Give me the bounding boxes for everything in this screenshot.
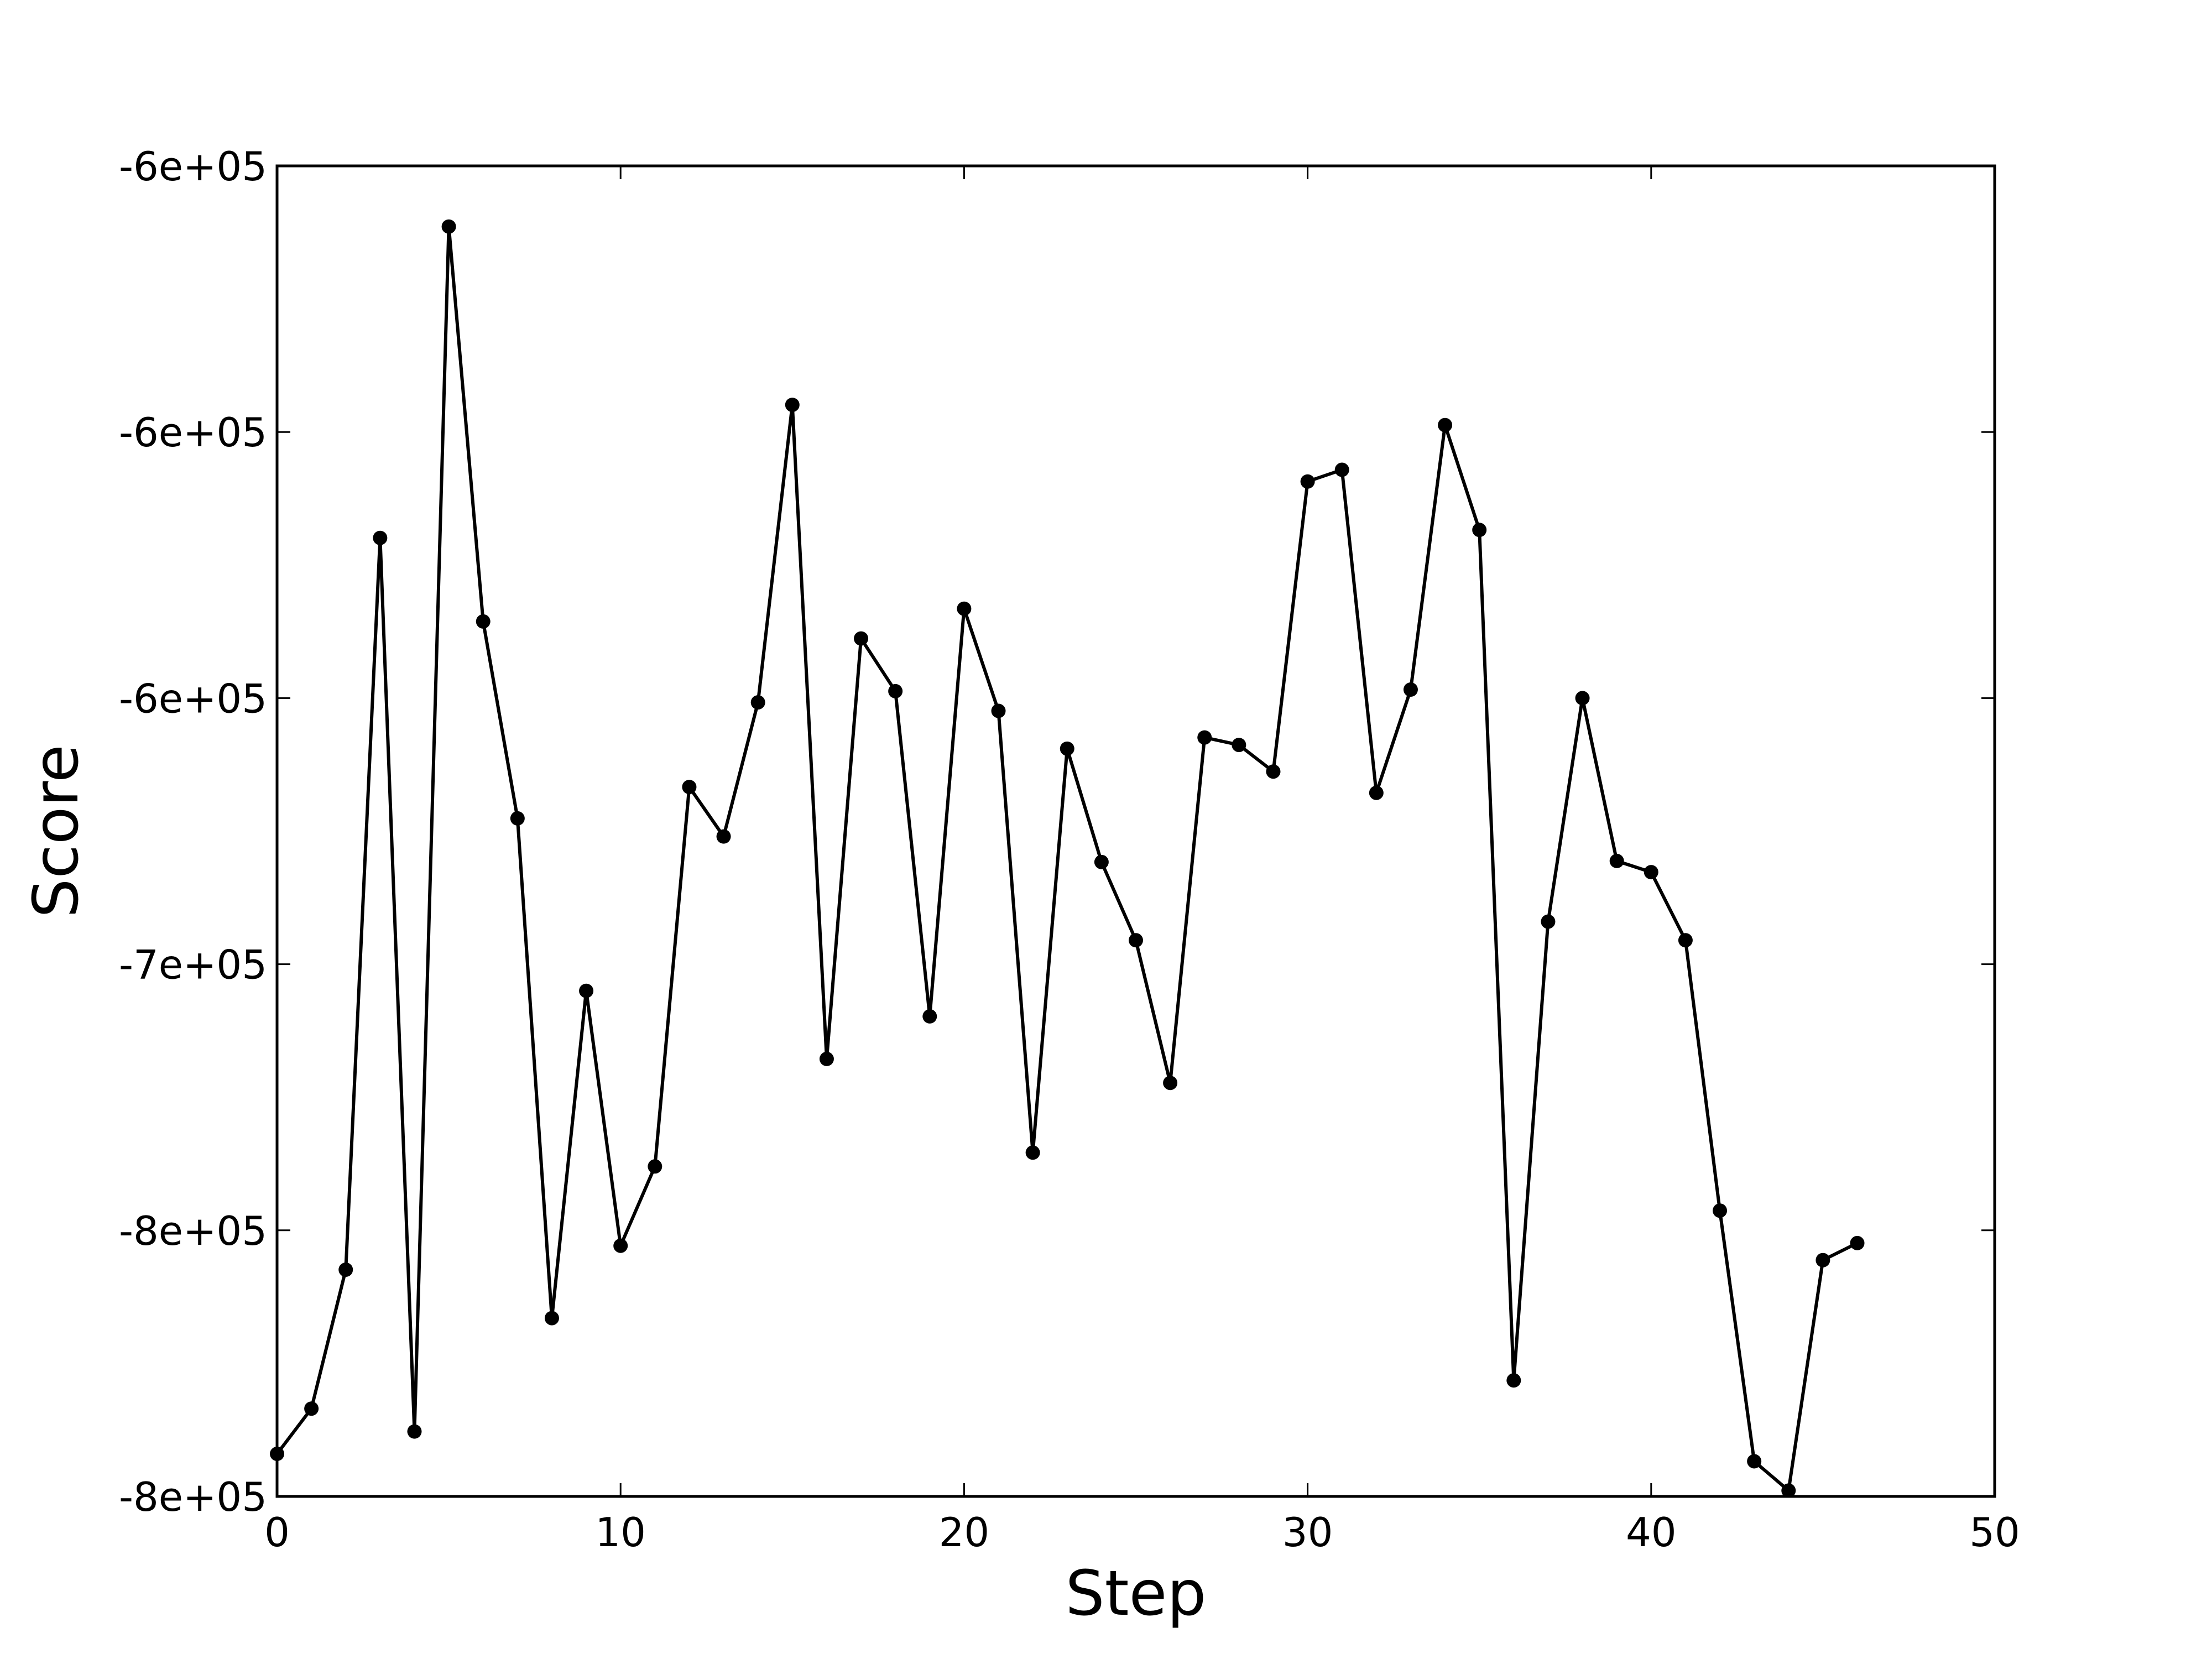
point [1575, 691, 1590, 706]
point [1781, 1483, 1796, 1498]
point [1438, 418, 1453, 432]
point [1506, 1373, 1521, 1388]
point [1094, 854, 1109, 869]
point [407, 1424, 422, 1439]
point [373, 530, 388, 545]
x-tick-label: 50 [1969, 1509, 2020, 1556]
y-tick-label: -6e+05 [119, 143, 267, 190]
point [1369, 785, 1384, 800]
x-tick-label: 10 [595, 1509, 646, 1556]
point [1060, 741, 1074, 756]
point [1163, 1076, 1178, 1091]
point [1713, 1203, 1728, 1218]
point [476, 614, 491, 629]
point [510, 811, 525, 826]
y-tick-label: -6e+05 [119, 675, 267, 722]
point [613, 1238, 628, 1253]
point [888, 684, 903, 698]
point [1025, 1145, 1040, 1160]
y-tick-label: -8e+05 [119, 1208, 267, 1254]
point [1472, 523, 1487, 538]
point [270, 1447, 284, 1462]
point [1232, 738, 1246, 753]
point [1747, 1454, 1762, 1469]
x-tick-label: 30 [1282, 1509, 1333, 1556]
point [750, 695, 765, 710]
y-tick-label: -8e+05 [119, 1474, 267, 1520]
point [544, 1311, 559, 1326]
point [579, 983, 594, 998]
x-axis-label: Step [1065, 1558, 1206, 1630]
point [1334, 462, 1349, 477]
point [648, 1159, 662, 1174]
point [1850, 1235, 1865, 1250]
plot-frame [275, 164, 1996, 1498]
point [716, 829, 731, 844]
x-tick-label: 20 [939, 1509, 990, 1556]
point [991, 703, 1006, 718]
point [957, 601, 972, 616]
point [922, 1009, 937, 1024]
point [1541, 914, 1556, 929]
point [682, 780, 697, 795]
point [1266, 764, 1281, 779]
point [785, 398, 800, 413]
point [1644, 865, 1658, 880]
point [819, 1051, 834, 1066]
y-tick-label: -6e+05 [119, 409, 267, 456]
y-tick-label: -7e+05 [119, 942, 267, 988]
point [1678, 933, 1693, 948]
point [338, 1262, 353, 1277]
point [441, 219, 456, 234]
point [1403, 682, 1418, 697]
point [1129, 933, 1143, 948]
x-tick-label: 40 [1626, 1509, 1677, 1556]
point [1197, 730, 1212, 745]
point [304, 1401, 319, 1416]
point [854, 631, 869, 646]
point [1609, 853, 1624, 868]
x-tick-label: 0 [264, 1509, 290, 1556]
y-axis-label: Score [20, 744, 92, 918]
point [1815, 1253, 1830, 1267]
point [1300, 474, 1315, 489]
